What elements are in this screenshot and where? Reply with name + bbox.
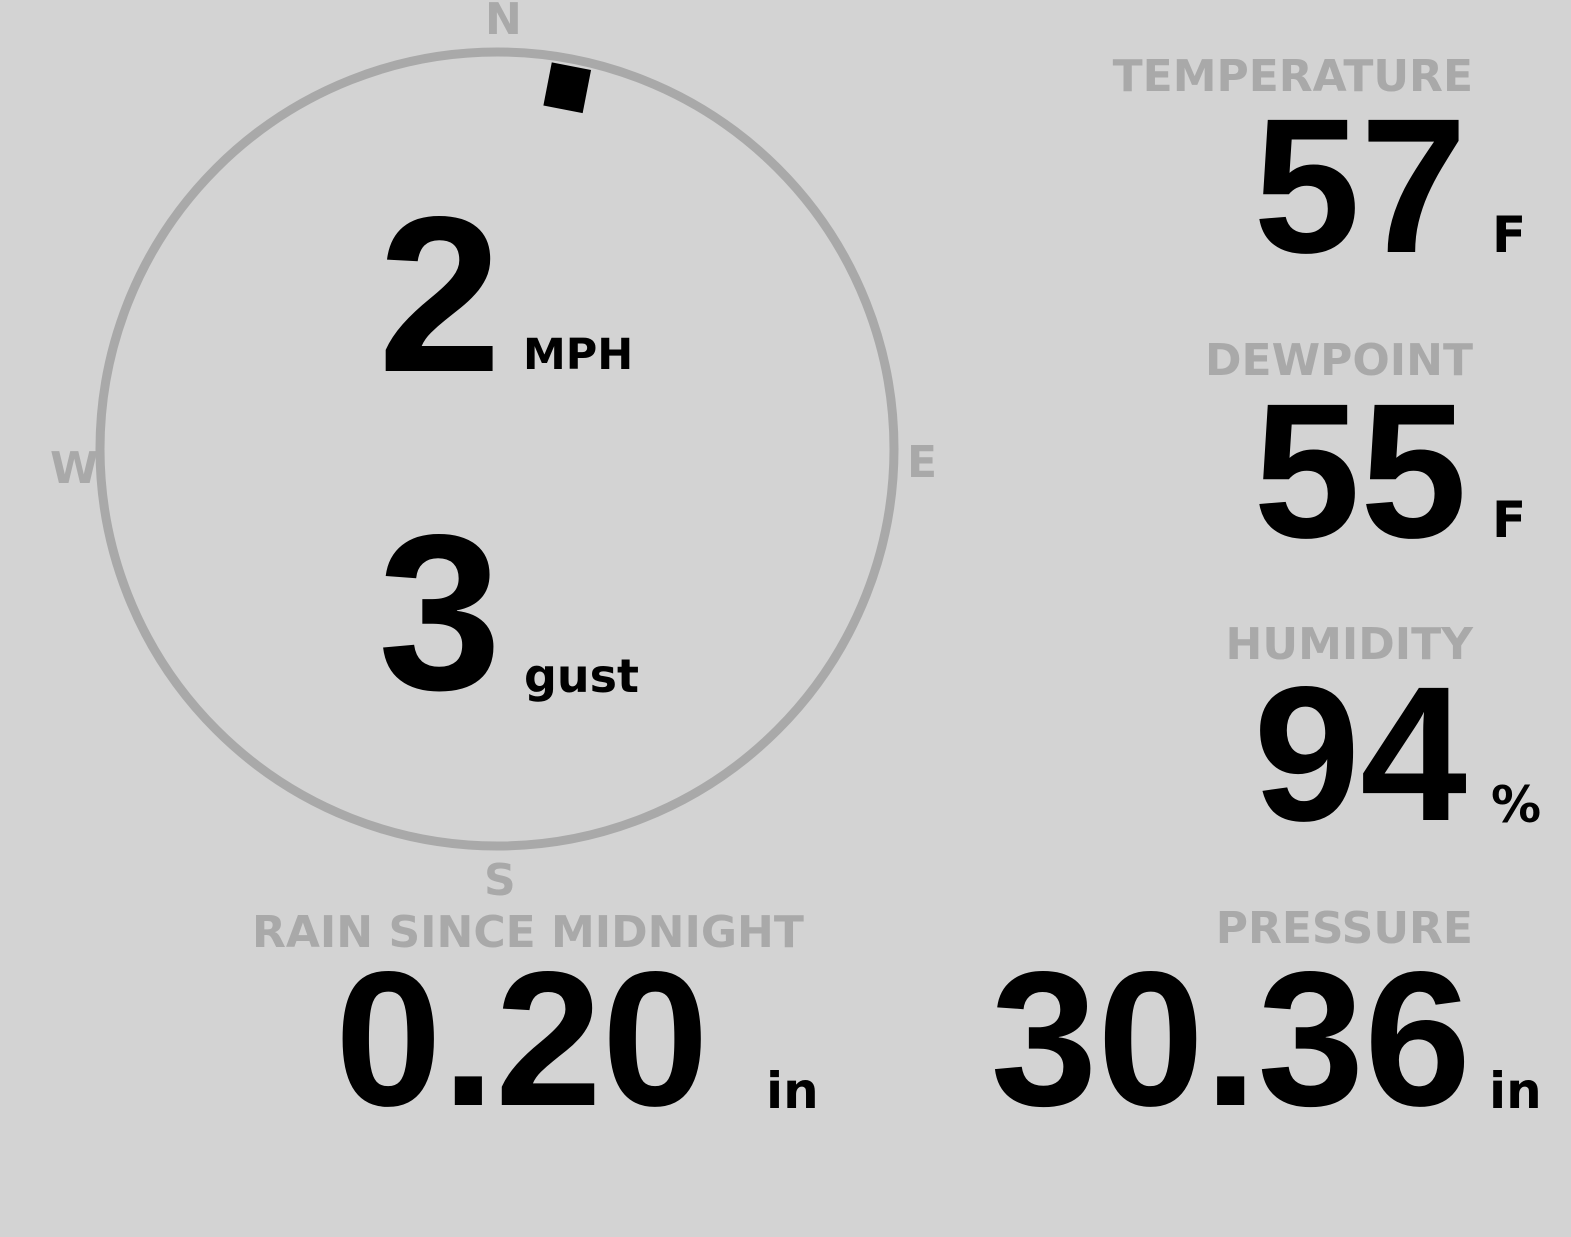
- rain-label: RAIN SINCE MIDNIGHT: [252, 907, 804, 958]
- rain-unit: in: [766, 1062, 819, 1120]
- compass-north-label: N: [485, 0, 522, 45]
- wind-speed-unit: MPH: [523, 330, 634, 380]
- dewpoint-label: DEWPOINT: [1205, 335, 1473, 386]
- wind-speed-value: 2: [378, 171, 502, 419]
- temperature-label: TEMPERATURE: [1112, 51, 1473, 102]
- humidity-unit: %: [1491, 776, 1542, 834]
- wind-direction-marker: [543, 62, 592, 114]
- humidity-value: 94: [1253, 646, 1467, 861]
- temperature-unit: F: [1492, 206, 1527, 264]
- dewpoint-unit: F: [1492, 491, 1527, 549]
- pressure-value: 30.36: [990, 931, 1471, 1146]
- compass-east-label: E: [907, 437, 938, 488]
- dewpoint-value: 55: [1253, 363, 1467, 578]
- temperature-value: 57: [1253, 78, 1467, 293]
- compass-ring: [95, 47, 899, 851]
- humidity-label: HUMIDITY: [1225, 619, 1473, 670]
- pressure-label: PRESSURE: [1215, 903, 1473, 954]
- rain-value: 0.20: [335, 931, 709, 1146]
- wind-gust-unit: gust: [524, 649, 640, 703]
- compass-south-label: S: [484, 855, 516, 906]
- compass-west-label: W: [50, 443, 99, 494]
- pressure-unit: in: [1489, 1062, 1542, 1120]
- wind-gust-value: 3: [378, 489, 502, 737]
